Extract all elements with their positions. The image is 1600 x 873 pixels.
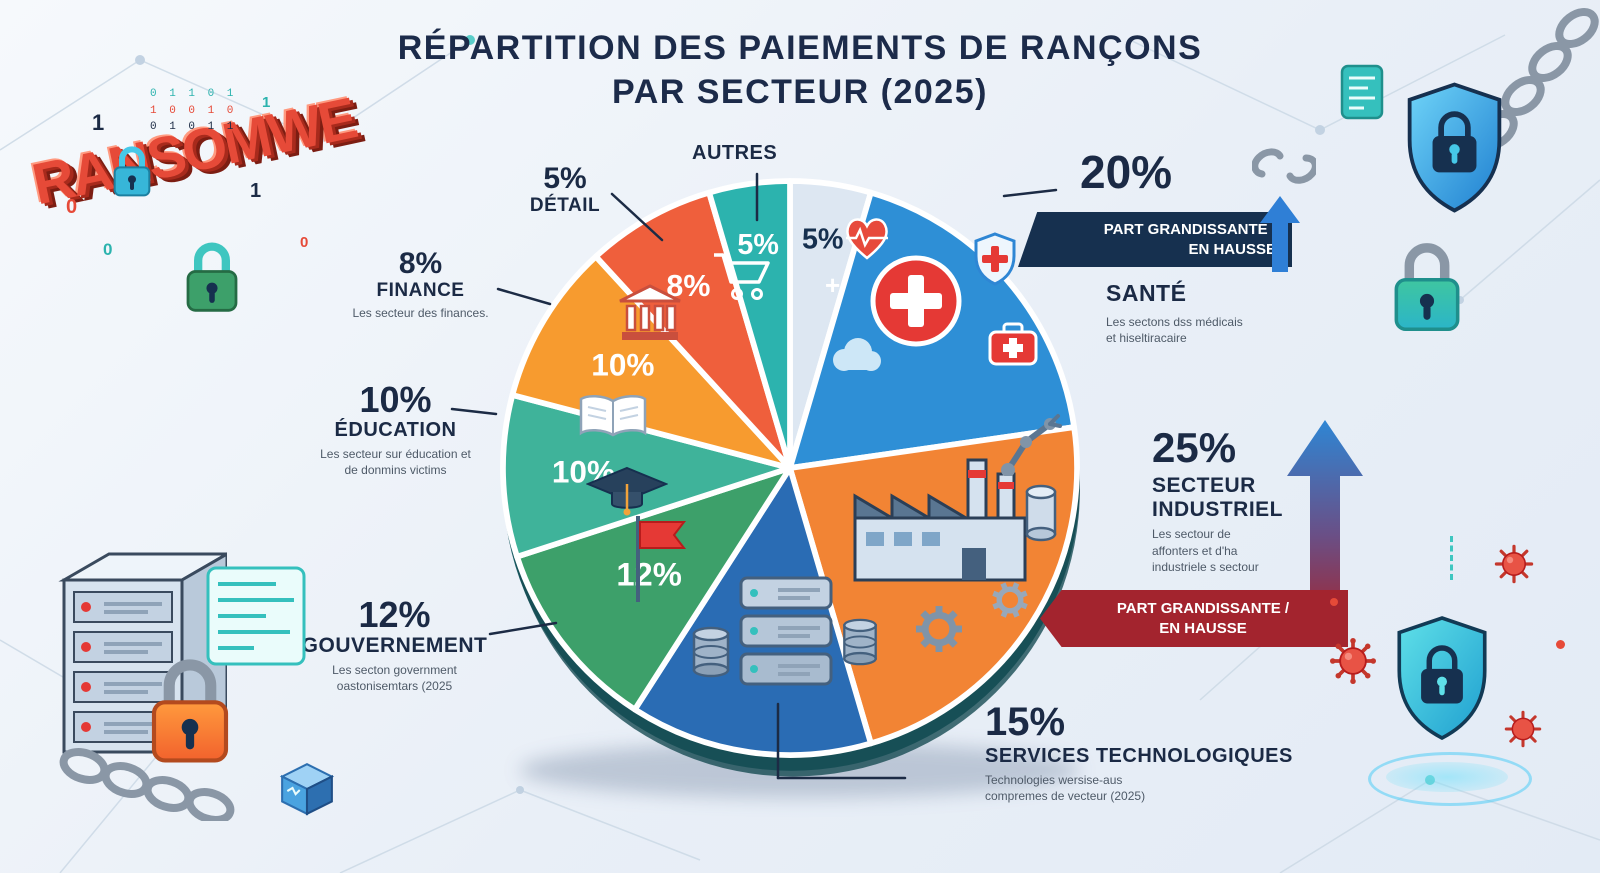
open-book-icon — [576, 394, 650, 440]
pie-slice-label-autres: 5% — [802, 223, 843, 255]
virus-icon — [1504, 710, 1542, 748]
robot-arm-icon — [998, 406, 1062, 476]
cube-icon — [278, 760, 336, 818]
page-title: RÉPARTITION DES PAIEMENTS DE RANÇONS PAR… — [0, 26, 1600, 114]
shield-lock-icon — [1402, 80, 1507, 215]
padlock-icon — [146, 658, 234, 766]
chain-icon — [1462, 0, 1600, 160]
heart-pulse-icon — [842, 214, 892, 262]
database-icon — [692, 626, 730, 678]
accent-dot — [1556, 640, 1565, 649]
finance-subtext: Les secteur des finances. — [352, 306, 489, 321]
sante-percent: 20% — [1080, 146, 1173, 198]
title-line-1: RÉPARTITION DES PAIEMENTS DE RANÇONS — [397, 29, 1203, 67]
medical-shield-icon — [972, 232, 1018, 286]
dashed-line — [1450, 536, 1453, 580]
finance-label: FINANCE — [376, 279, 465, 301]
technologies-label: SERVICES TECHNOLOGIQUES — [985, 745, 1293, 767]
binary-code-line: 1 0 0 1 0 — [150, 104, 237, 117]
pie-slice-detail — [706, 178, 793, 471]
callout-industriel: 25% SECTEUR INDUSTRIEL Les sectour de af… — [1152, 424, 1387, 575]
flag-icon — [628, 514, 690, 604]
code-panel-icon — [1340, 64, 1384, 120]
bank-icon — [618, 284, 682, 342]
technologies-percent: 15% — [985, 700, 1066, 744]
padlock-icon — [1390, 242, 1464, 334]
binary-digit: 0 — [103, 240, 113, 259]
detail-label: DÉTAIL — [529, 194, 601, 216]
pie-slice-gouvernement — [514, 465, 793, 713]
industriel-percent: 25% — [1152, 424, 1237, 471]
callout-education: 10% ÉDUCATION Les secteur sur éducation … — [298, 381, 493, 478]
sante-label: SANTÉ — [1106, 280, 1187, 306]
chain-icon — [56, 736, 241, 821]
server-stack-icon — [738, 576, 834, 688]
up-arrow-icon — [1260, 196, 1300, 272]
education-label: ÉDUCATION — [334, 418, 457, 441]
virus-icon — [1494, 544, 1534, 584]
industriel-trend-badge: PART GRANDISSANTE / EN HAUSSE — [1040, 590, 1348, 647]
technologies-subtext: Technologies wersise-aus compremes de ve… — [985, 773, 1146, 804]
gear-icon — [992, 582, 1028, 618]
sante-trend-badge: PART GRANDISSANTE / EN HAUSSE — [1018, 212, 1292, 267]
binary-digit: 0 — [66, 196, 78, 218]
pie-slice-label-education: 10% — [591, 347, 654, 383]
education-subtext: Les secteur sur éducation et de donmins … — [320, 446, 471, 477]
callout-technologies: 15% SERVICES TECHNOLOGIQUES Technologies… — [985, 701, 1330, 804]
storage-tank-icon — [1025, 484, 1057, 544]
virus-icon — [1330, 638, 1376, 684]
binary-code-line: 0 1 1 0 1 — [150, 88, 237, 100]
industriel-subtext: Les sectour de affonters et d'ha industr… — [1152, 527, 1259, 574]
pie-chart: 5%12%10%10%8%5% + — [480, 158, 1100, 778]
binary-digit: 1 — [250, 180, 262, 202]
pie-svg: 5%12%10%10%8%5% — [500, 178, 1080, 777]
gouvernement-label: GOUVERNEMENT — [301, 633, 488, 657]
padlock-icon — [184, 242, 240, 314]
callout-detail: 5% DÉTAIL — [500, 163, 630, 216]
binary-code-line: 0 1 0 1 1 — [150, 121, 237, 133]
growth-arrow-icon — [1287, 420, 1363, 630]
database-icon — [842, 618, 878, 666]
shopping-cart-icon — [712, 250, 772, 302]
education-percent: 10% — [359, 379, 432, 420]
code-panel-icon — [206, 566, 306, 666]
factory-icon — [850, 456, 1030, 586]
accent-dot — [1330, 598, 1338, 606]
gouvernement-percent: 12% — [358, 594, 431, 635]
pie-slice-education — [509, 253, 793, 471]
plus-mark: + — [825, 270, 841, 300]
pie-slice-label-detail: 5% — [737, 229, 778, 261]
industriel-label: SECTEUR INDUSTRIEL — [1152, 474, 1283, 522]
pedestal-glow — [1386, 762, 1508, 792]
detail-percent: 5% — [543, 162, 587, 195]
callout-finance: 8% FINANCE Les secteur des finances. — [328, 248, 513, 322]
binary-code-panel: 0 1 1 0 1 1 0 0 1 0 0 1 0 1 1 — [150, 86, 236, 136]
pie-slice-label-gouvernement: 12% — [616, 555, 682, 592]
finance-percent: 8% — [398, 247, 443, 280]
gear-icon — [916, 606, 962, 652]
binary-digit: 1 — [92, 110, 105, 135]
padlock-icon — [112, 146, 152, 198]
callout-gouvernement: 12% GOUVERNEMENT Les secton government o… — [292, 596, 497, 694]
broken-chain-link-icon — [1252, 138, 1316, 194]
callout-sante: 20% PART GRANDISSANTE / EN HAUSSE SANTÉ … — [1018, 148, 1348, 368]
callout-autres-label: AUTRES — [692, 142, 778, 164]
first-aid-kit-icon — [988, 322, 1038, 366]
sante-subtext: Les sectons dss médicais et hiseltiracai… — [1106, 315, 1243, 346]
title-line-2: PAR SECTEUR (2025) — [612, 73, 988, 112]
medical-cross-circle-icon — [868, 253, 964, 349]
binary-digit: 1 — [262, 94, 271, 111]
pedestal-glow-ring — [1368, 752, 1532, 806]
gouvernement-subtext: Les secton government oastonisemtars (20… — [332, 662, 457, 694]
cloud-icon — [828, 336, 884, 374]
shield-lock-icon — [1392, 608, 1492, 748]
graduation-cap-icon — [586, 466, 668, 522]
binary-digit: 0 — [300, 234, 309, 251]
